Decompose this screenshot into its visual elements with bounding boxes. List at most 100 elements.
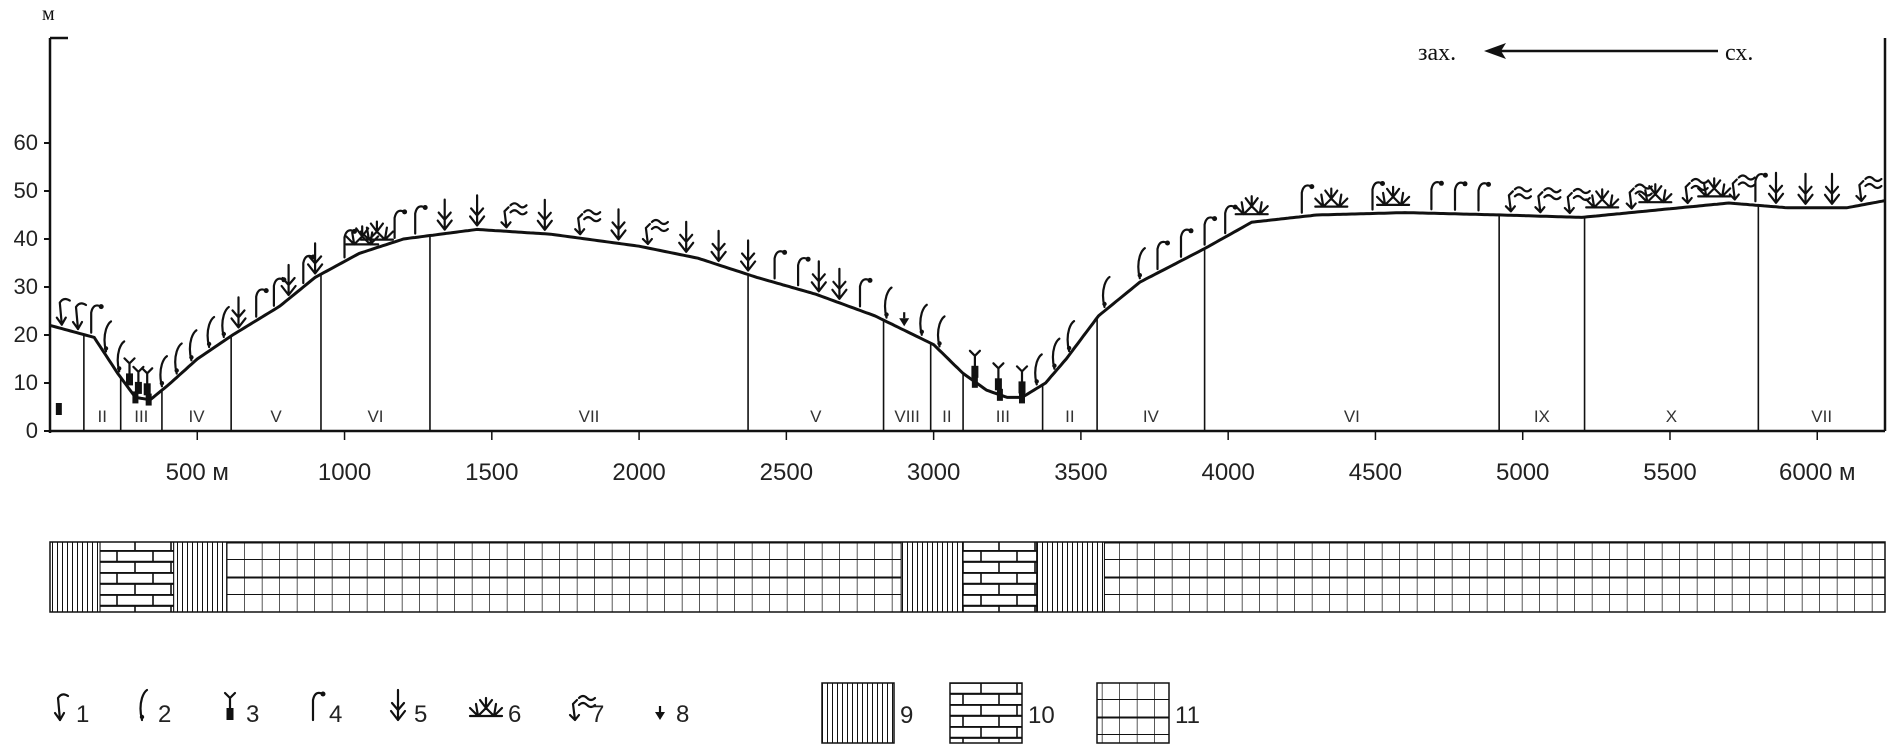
vegetation-symbol-7 (1728, 174, 1756, 201)
ground-marker (996, 388, 1003, 401)
zone-label: IV (189, 407, 206, 426)
vegetation-symbol-6 (1314, 187, 1349, 208)
terrain-profile-line (49, 199, 1886, 402)
y-axis-unit: м (42, 3, 55, 25)
zone-labels: II III IV V VI VII V VIII II III II IV VI IX X VII (98, 407, 1833, 426)
legend-pattern-label: 11 (1175, 702, 1200, 729)
vegetation-symbol-6 (1638, 183, 1673, 204)
vegetation-symbol-2 (159, 355, 168, 388)
zone-label: II (942, 407, 951, 426)
x-axis-ticks: 500 м 1000 1500 2000 2500 3000 3500 4000 4500 500… (166, 431, 1856, 486)
substrate-band-segment (900, 541, 964, 613)
y-tick-label: 0 (26, 418, 38, 443)
y-tick-label: 40 (14, 226, 38, 251)
vegetation-symbol-4 (393, 209, 408, 239)
legend-label: 3 (246, 701, 259, 728)
vegetation-symbol-3 (1015, 365, 1029, 394)
ground-markers (55, 375, 1025, 415)
zone-label: IV (1143, 407, 1160, 426)
vegetation-symbol-4 (90, 304, 104, 334)
direction-arrow-head (1484, 43, 1506, 59)
ground-marker (132, 391, 139, 404)
y-axis-ticks: 0 10 20 30 40 50 60 (14, 130, 50, 443)
vegetation-symbol-2 (1034, 353, 1043, 386)
zone-label: VII (579, 407, 600, 426)
vegetation-symbol-4 (1300, 184, 1315, 214)
vegetation-symbol-6 (1585, 188, 1620, 209)
vegetation-symbol-2 (1051, 337, 1061, 370)
vegetation-symbol-6 (1375, 185, 1411, 206)
vegetation-symbol-5 (831, 267, 848, 300)
vegetation-symbol-6 (1234, 195, 1269, 216)
vegetation-symbol-7 (500, 202, 528, 229)
zone-label: III (134, 407, 148, 426)
vegetation-symbol-2 (883, 286, 893, 319)
x-tick-label: 5500 (1643, 459, 1696, 486)
vegetation-symbol-2 (1101, 275, 1111, 309)
vegetation-symbol-5 (1797, 172, 1814, 205)
x-tick-label: 2500 (760, 459, 813, 486)
legend-symbol-2 (139, 688, 149, 722)
vegetation-symbol-4 (255, 288, 269, 318)
ground-marker (971, 375, 978, 388)
legend-symbol-5 (389, 688, 407, 722)
legend-label: 6 (508, 701, 521, 728)
vegetation-symbol-5 (678, 220, 695, 253)
y-tick-label: 60 (14, 130, 38, 155)
substrate-band-segment (226, 541, 902, 613)
zone-label: VII (1811, 407, 1832, 426)
legend-label: 1 (76, 701, 89, 728)
vegetation-symbol-4 (1754, 172, 1768, 203)
legend-pattern-label: 9 (900, 702, 913, 729)
substrate-band-segment (173, 541, 228, 613)
vegetation-symbol-5 (739, 239, 757, 272)
vegetation-symbol-7 (641, 218, 670, 246)
legend-label: 5 (414, 701, 427, 728)
vegetation-symbol-4 (773, 249, 788, 280)
zone-boundaries (83, 205, 1760, 431)
legend-pattern-label: 10 (1028, 702, 1055, 729)
x-tick-label: 5000 (1496, 459, 1549, 486)
vegetation-symbol-2 (1137, 247, 1146, 280)
vegetation-symbol-2 (188, 329, 198, 362)
substrate-band (49, 541, 1886, 613)
vegetation-symbol-4 (1371, 181, 1385, 211)
vegetation-symbol-2 (221, 305, 230, 339)
y-tick-label: 20 (14, 322, 38, 347)
vegetation-symbol-4 (414, 205, 428, 235)
vegetation-symbol-3 (992, 362, 1005, 391)
vegetation-symbol-2 (936, 315, 946, 348)
vegetation-symbol-1 (71, 302, 88, 331)
legend-symbol-6 (468, 696, 504, 718)
substrate-band-segment (962, 541, 1038, 613)
vegetation-symbol-6 (359, 220, 394, 241)
vegetation-symbol-5 (230, 296, 247, 329)
legend-label: 7 (591, 701, 604, 728)
zone-label: X (1666, 407, 1677, 426)
vegetation-symbol-4 (1203, 216, 1218, 246)
substrate-band-segment (1036, 541, 1105, 613)
zone-label: VI (1344, 407, 1360, 426)
legend-symbol-3 (223, 691, 237, 720)
direction-west-label: зах. (1418, 40, 1456, 66)
vegetation-symbol-2 (919, 303, 928, 336)
zone-label: VI (367, 407, 383, 426)
ground-marker (1018, 391, 1025, 404)
zone-label: II (1065, 407, 1074, 426)
vegetation-symbol-5 (710, 229, 727, 262)
direction-east-label: сх. (1725, 40, 1753, 66)
direction-indicator: зах. сх. (1418, 40, 1753, 66)
x-tick-label: 3000 (907, 459, 960, 486)
vegetation-symbol-7 (1681, 177, 1709, 205)
vegetation-symbol-5 (1767, 171, 1785, 204)
vegetation-symbol-6 (1697, 177, 1732, 198)
vegetation-symbol-3 (141, 367, 154, 396)
vegetation-symbol-4 (1179, 228, 1194, 258)
legend-pattern-9 (821, 682, 895, 744)
vegetation-symbol-4 (796, 256, 811, 287)
substrate-band-segment (99, 541, 175, 613)
y-tick-label: 30 (14, 274, 38, 299)
vegetation-symbol-7 (1504, 186, 1533, 213)
vegetation-symbol-4 (1477, 181, 1491, 212)
y-tick-label: 10 (14, 370, 38, 395)
